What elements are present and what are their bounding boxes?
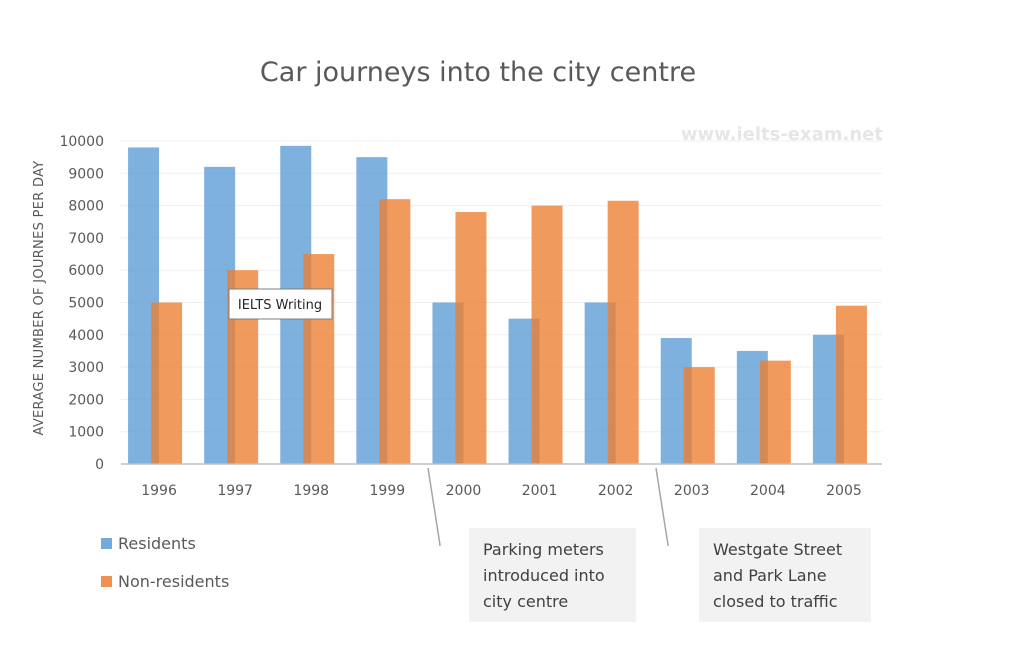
y-tick-label: 0 [95,457,104,473]
callout-text: Parking meters [483,540,604,559]
bar-non-residents [835,305,867,464]
callout-text: Westgate Street [713,540,842,559]
bar-non-residents [151,302,183,464]
y-tick-label: 5000 [68,296,104,312]
bar-non-residents [759,360,791,464]
x-tick-label: 1999 [370,483,406,499]
tooltip-text: IELTS Writing [238,298,322,313]
y-tick-label: 10000 [59,134,104,150]
callout-text: and Park Lane [713,566,827,585]
legend-swatch [101,538,112,549]
tooltip: IELTS Writing [228,288,333,320]
watermark: www.ielts-exam.net [681,124,883,145]
x-tick-label: 2001 [522,483,558,499]
y-tick-label: 6000 [68,263,104,279]
x-tick-label: 1996 [141,483,177,499]
tooltip-box [228,288,333,320]
legend-swatch [101,576,112,587]
y-tick-label: 4000 [68,328,104,344]
legend-label: Residents [118,534,196,553]
y-tick-label: 1000 [68,425,104,441]
x-tick-label: 1997 [217,483,253,499]
chart-title: Car journeys into the city centre [260,57,696,88]
callout-text: city centre [483,592,568,611]
y-tick-label: 3000 [68,360,104,376]
x-tick-label: 2003 [674,483,710,499]
bar-non-residents [531,205,563,464]
legend: Residents Non-residents [101,534,229,591]
x-tick-label: 2002 [598,483,634,499]
y-tick-label: 8000 [68,199,104,215]
x-tick-label: 2000 [446,483,482,499]
x-tick-label: 2005 [826,483,862,499]
callout-box [469,528,636,622]
annotations: Parking meters introduced into city centre… [427,467,871,622]
bar-non-residents [607,200,639,464]
bar-non-residents [455,212,487,464]
callout-leader-line [655,467,669,546]
x-tick-label: 1998 [293,483,329,499]
bar-non-residents [683,367,715,464]
callout-text: closed to traffic [713,592,838,611]
legend-label: Non-residents [118,572,229,591]
callout-text: introduced into [483,566,605,585]
x-tick-label: 2004 [750,483,786,499]
callout-leader-line [427,467,441,546]
y-axis-label: AVERAGE NUMBER OF JOURNES PER DAY [32,160,47,435]
axes: 0 1000 2000 3000 4000 5000 6000 7000 8000 9000 100… [59,134,882,499]
y-tick-label: 2000 [68,392,104,408]
y-tick-label: 9000 [68,166,104,182]
y-tick-label: 7000 [68,231,104,247]
bar-non-residents [303,254,335,464]
bar-non-residents [379,199,411,464]
callout-box [699,528,871,622]
